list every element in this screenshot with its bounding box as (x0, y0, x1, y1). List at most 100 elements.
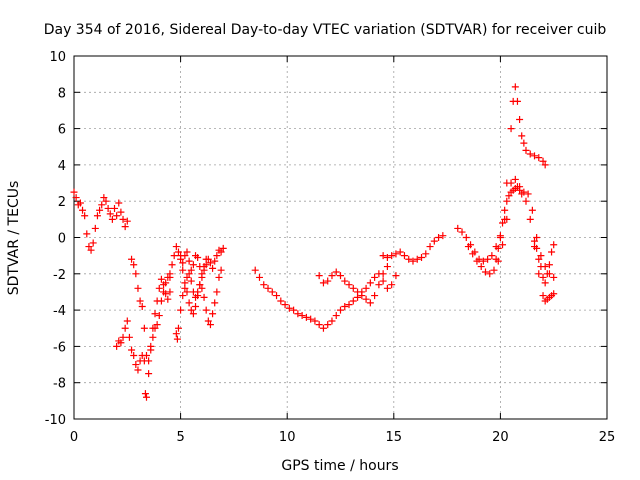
data-point (516, 116, 524, 124)
data-point (513, 97, 521, 105)
data-point (140, 324, 148, 332)
data-point (198, 284, 206, 292)
data-point (371, 292, 379, 300)
x-tick-label: 0 (70, 430, 78, 445)
data-point (328, 317, 336, 325)
data-point (145, 357, 153, 365)
series-seg11 (464, 175, 558, 281)
data-point (145, 370, 153, 378)
data-point (87, 246, 95, 254)
data-point (102, 197, 110, 205)
data-point (388, 281, 396, 289)
y-tick-label: 4 (58, 159, 66, 174)
data-point (260, 281, 268, 289)
data-point (539, 157, 547, 165)
data-point (518, 190, 526, 198)
data-point (83, 230, 91, 238)
data-point (211, 299, 219, 307)
y-tick-label: -10 (45, 413, 66, 428)
data-point (345, 301, 353, 309)
data-point (142, 351, 150, 359)
data-point (469, 250, 477, 258)
data-point (522, 146, 530, 154)
data-point (173, 335, 181, 343)
data-points (70, 83, 558, 401)
data-point (507, 125, 515, 133)
data-point (499, 241, 507, 249)
data-point (473, 257, 481, 265)
data-point (422, 250, 430, 258)
x-tick-label: 25 (599, 430, 616, 445)
data-point (181, 279, 189, 287)
data-point (371, 273, 379, 281)
data-point (349, 297, 357, 305)
data-point (298, 312, 306, 320)
data-point (162, 290, 170, 298)
data-point (72, 194, 80, 202)
data-point (294, 310, 302, 318)
data-point (149, 333, 157, 341)
data-point (315, 272, 323, 280)
data-point (513, 183, 521, 191)
data-point (121, 223, 129, 231)
data-point (281, 301, 289, 309)
data-point (91, 224, 99, 232)
data-point (413, 255, 421, 263)
data-point (130, 351, 138, 359)
data-point (507, 179, 515, 187)
data-point (113, 342, 121, 350)
series-seg12 (492, 183, 558, 305)
data-point (192, 302, 200, 310)
data-point (273, 292, 281, 300)
data-point (174, 324, 182, 332)
data-point (383, 263, 391, 271)
data-point (400, 252, 408, 260)
x-tick-label: 20 (492, 430, 509, 445)
data-point (217, 248, 225, 256)
data-point (490, 266, 498, 274)
data-point (206, 321, 214, 329)
data-point (128, 255, 136, 263)
data-point (341, 277, 349, 285)
data-point (481, 268, 489, 276)
data-point (147, 342, 155, 350)
data-point (379, 252, 387, 260)
data-point (518, 132, 526, 140)
data-point (76, 199, 84, 207)
data-point (332, 268, 340, 276)
data-point (187, 277, 195, 285)
data-point (217, 266, 225, 274)
data-point (392, 250, 400, 258)
data-point (128, 346, 136, 354)
data-point (166, 288, 174, 296)
data-point (511, 175, 519, 183)
y-tick-label: -2 (53, 268, 66, 283)
data-point (172, 243, 180, 251)
data-point (155, 312, 163, 320)
data-point (155, 284, 163, 292)
data-point (189, 310, 197, 318)
data-point (177, 306, 185, 314)
data-point (341, 302, 349, 310)
data-point (160, 281, 168, 289)
data-point (484, 255, 492, 263)
data-point (524, 190, 532, 198)
data-point (550, 241, 558, 249)
data-point (209, 310, 217, 318)
data-point (362, 295, 370, 303)
data-point (520, 139, 528, 147)
data-point (550, 290, 558, 298)
data-point (264, 284, 272, 292)
data-point (179, 292, 187, 300)
data-point (533, 234, 541, 241)
x-tick-label: 10 (279, 430, 296, 445)
data-point (511, 83, 519, 91)
data-point (98, 201, 106, 209)
data-point (170, 252, 178, 260)
series-seg5 (172, 266, 225, 343)
chart-title: Day 354 of 2016, Sidereal Day-to-day VTE… (44, 22, 607, 38)
y-tick-label: 8 (58, 86, 66, 101)
data-point (458, 228, 466, 236)
data-point (132, 270, 140, 278)
series-seg2 (113, 270, 174, 374)
